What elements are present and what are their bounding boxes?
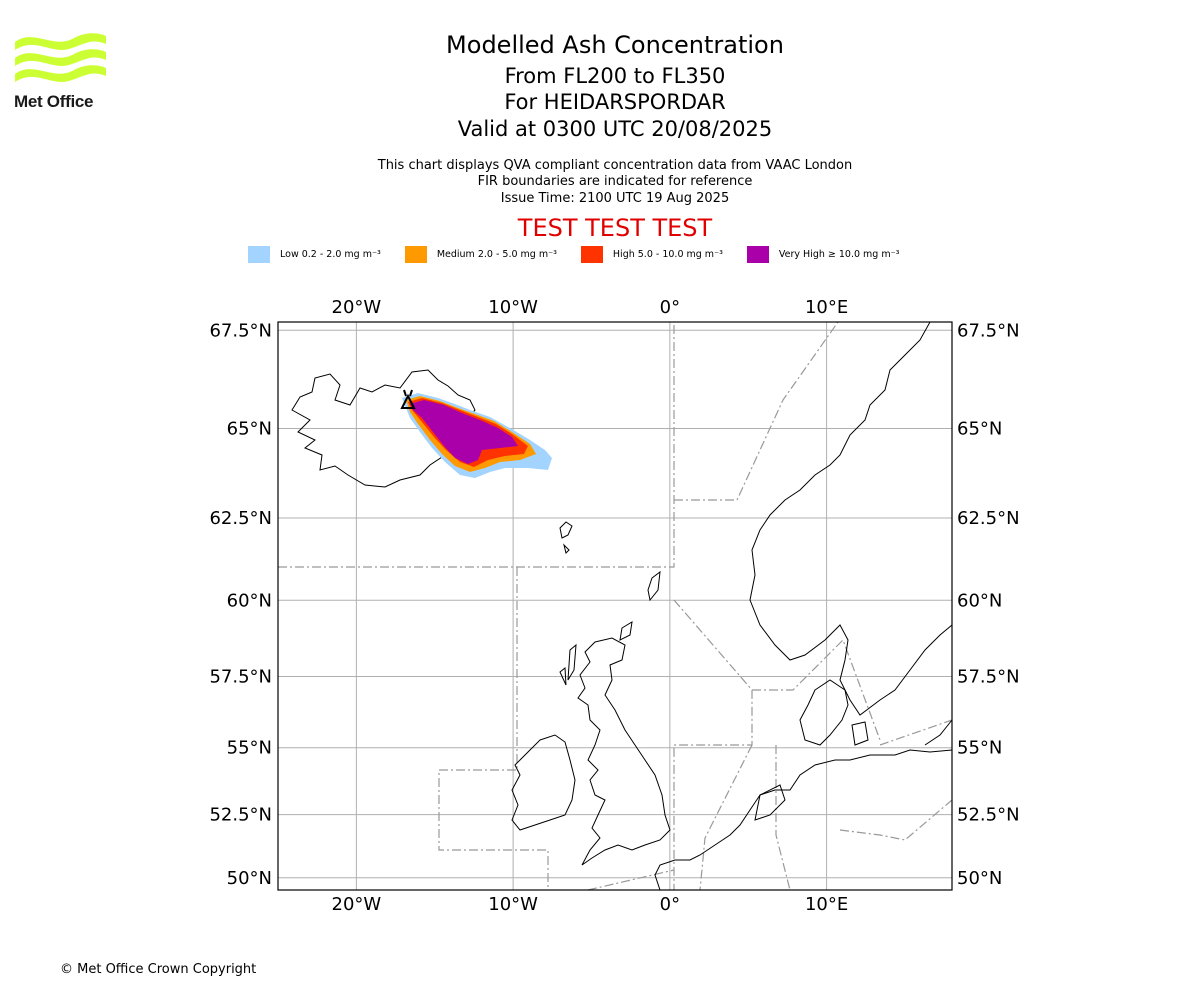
chart-title: Modelled Ash Concentration xyxy=(446,31,784,59)
legend-label-low: Low 0.2 - 2.0 mg m⁻³ xyxy=(280,248,381,260)
lat-tick-label-left: 60°N xyxy=(227,590,272,611)
shetland-coastline xyxy=(647,570,661,602)
denmark-coastline xyxy=(799,679,869,746)
fir-boundary-line xyxy=(879,719,953,746)
legend: Low 0.2 - 2.0 mg m⁻³ Medium 2.0 - 5.0 mg… xyxy=(248,244,923,264)
volcano-name: For HEIDARSPORDAR xyxy=(504,90,726,114)
legend-item-high: High 5.0 - 10.0 mg m⁻³ xyxy=(580,245,723,263)
lat-tick-label-right: 60°N xyxy=(957,590,1002,611)
netherlands-coastline xyxy=(754,784,786,821)
test-banner: TEST TEST TEST xyxy=(517,214,713,242)
lat-tick-label-right: 62.5°N xyxy=(957,508,1020,529)
lon-tick-label-bottom: 10°W xyxy=(488,894,538,915)
legend-item-medium: Medium 2.0 - 5.0 mg m⁻³ xyxy=(404,245,557,263)
legend-swatch-very-high xyxy=(746,245,769,263)
map-frame xyxy=(277,321,953,891)
lon-tick-label-bottom: 10°E xyxy=(805,894,848,915)
logo-text: Met Office xyxy=(14,92,94,111)
great-britain-coastline xyxy=(577,637,671,866)
scandinavia-coastline xyxy=(749,321,953,716)
orkney-coastline xyxy=(619,621,633,641)
map-tick-labels: 20°W 20°W 10°W 10°W 0° 0° 10°E 10°E 67.5°N 67.5°N… xyxy=(209,297,1019,915)
issue-time: Issue Time: 2100 UTC 19 Aug 2025 xyxy=(500,191,730,206)
valid-time: Valid at 0300 UTC 20/08/2025 xyxy=(457,117,773,141)
lon-tick-label-top: 20°W xyxy=(332,297,382,318)
legend-swatch-high xyxy=(580,245,603,263)
lat-tick-label-right: 55°N xyxy=(957,738,1002,759)
volcano-marker-icon xyxy=(400,389,416,409)
fir-boundary-line xyxy=(775,745,791,891)
lat-tick-label-left: 62.5°N xyxy=(209,508,272,529)
ireland-coastline xyxy=(511,734,576,831)
coastlines xyxy=(291,321,953,891)
fir-boundary-line xyxy=(752,638,881,741)
lat-tick-label-right: 67.5°N xyxy=(957,320,1020,341)
fir-boundaries xyxy=(278,321,953,891)
fir-boundary-line xyxy=(674,321,839,501)
lat-tick-label-left: 55°N xyxy=(227,738,272,759)
subtitle-description: This chart displays QVA compliant concen… xyxy=(377,158,853,173)
lat-tick-label-right: 50°N xyxy=(957,868,1002,889)
legend-label-very-high: Very High ≥ 10.0 mg m⁻³ xyxy=(778,248,900,260)
lat-tick-label-left: 52.5°N xyxy=(209,805,272,826)
fir-boundary-line xyxy=(587,869,675,891)
flight-level-range: From FL200 to FL350 xyxy=(504,64,726,88)
legend-label-high: High 5.0 - 10.0 mg m⁻³ xyxy=(612,248,723,260)
ash-plume xyxy=(400,389,552,478)
lon-tick-label-top: 10°W xyxy=(488,297,538,318)
legend-item-low: Low 0.2 - 2.0 mg m⁻³ xyxy=(248,245,381,263)
europe-coastline xyxy=(654,749,953,891)
ash-plume-very-high xyxy=(410,400,518,464)
hebrides-coastline xyxy=(559,643,577,686)
copyright: © Met Office Crown Copyright xyxy=(60,962,257,977)
fir-boundary-line xyxy=(278,322,675,568)
lat-tick-label-left: 50°N xyxy=(227,868,272,889)
sweden-coastline xyxy=(924,719,953,746)
lat-tick-label-right: 65°N xyxy=(957,419,1002,440)
legend-swatch-low xyxy=(248,245,270,263)
fir-boundary-line xyxy=(438,567,549,890)
legend-item-very-high: Very High ≥ 10.0 mg m⁻³ xyxy=(746,245,900,263)
lat-tick-label-right: 57.5°N xyxy=(957,667,1020,688)
iceland-coastline xyxy=(291,369,476,488)
fir-boundary-line xyxy=(839,799,953,841)
legend-swatch-medium xyxy=(404,245,427,263)
lon-tick-label-bottom: 20°W xyxy=(332,894,382,915)
lon-tick-label-top: 0° xyxy=(660,297,680,318)
lat-tick-label-left: 65°N xyxy=(227,419,272,440)
lat-tick-label-right: 52.5°N xyxy=(957,805,1020,826)
lat-tick-label-left: 67.5°N xyxy=(209,320,272,341)
legend-label-medium: Medium 2.0 - 5.0 mg m⁻³ xyxy=(436,248,557,260)
lat-tick-label-left: 57.5°N xyxy=(209,667,272,688)
met-office-logo-icon xyxy=(15,33,106,82)
lon-tick-label-bottom: 0° xyxy=(660,894,680,915)
fir-boundary-line xyxy=(699,744,753,891)
faroe-coastline xyxy=(559,521,573,554)
lon-tick-label-top: 10°E xyxy=(805,297,848,318)
map-gridlines xyxy=(278,322,952,890)
subtitle-fir-note: FIR boundaries are indicated for referen… xyxy=(477,174,753,189)
